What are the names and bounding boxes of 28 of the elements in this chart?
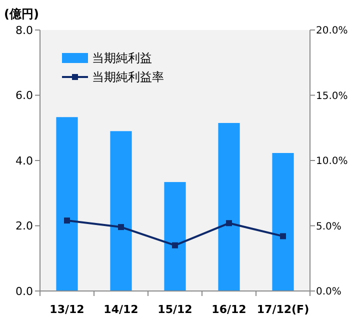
y-tick-label: 2.0 [16,220,33,233]
point [64,218,70,224]
y-tick-label: 6.0 [16,89,33,102]
x-tick-label: 14/12 [104,303,138,316]
y-tick-label: 8.0 [16,24,33,37]
y-axis-title: (億円) [4,7,39,21]
x-tick-label: 16/12 [212,303,246,316]
point [280,233,286,240]
x-tick-label: 17/12(F) [256,303,310,316]
bar [272,152,294,291]
bar [56,117,78,291]
bar [164,182,186,291]
point [226,220,232,226]
y-tick-label: 4.0 [16,154,33,168]
legend-label: 当期純利益率 [92,70,164,84]
y2-tick-label: 0.0% [316,286,342,298]
bar [110,131,132,291]
x-tick-label: 15/12 [158,303,192,316]
legend-label: 当期純利益 [92,51,152,66]
y2-tick-label: 20.0% [316,26,348,36]
y2-tick-label: 15.0% [316,90,348,102]
y2-tick-label: 5.0% [316,221,342,232]
x-tick-label: 13/12 [50,303,84,316]
point [118,224,124,230]
y2-tick-label: 10.0% [316,156,348,167]
y-tick-label: 0.0 [16,284,33,298]
point [172,242,178,248]
bar [218,122,240,291]
